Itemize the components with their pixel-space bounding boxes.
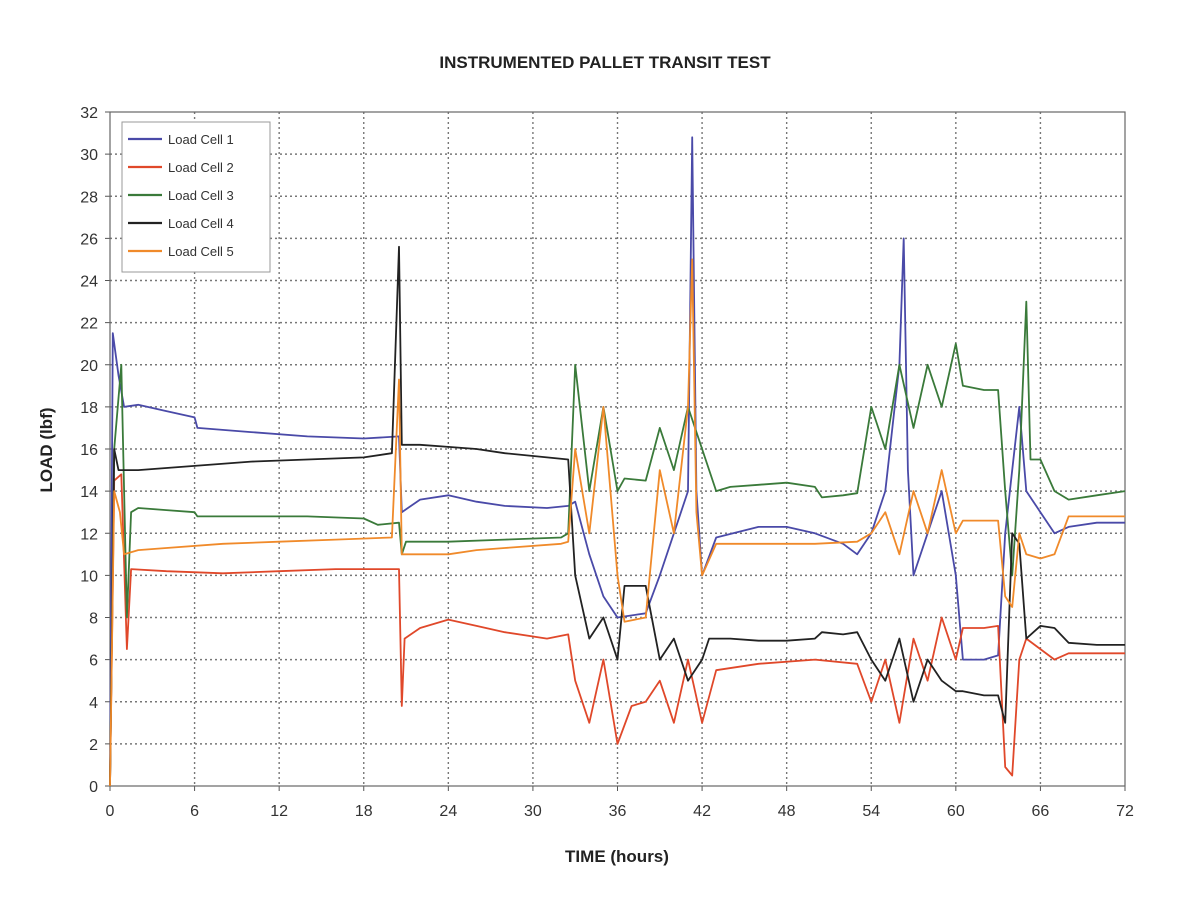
y-tick-label: 16 — [80, 442, 98, 459]
plot-area: 0 6 12 18 24 30 36 42 48 54 60 66 720246810121416182… — [80, 105, 1134, 820]
x-tick-label: 36 — [609, 803, 627, 820]
y-tick-label: 4 — [89, 695, 98, 712]
x-tick-label: 66 — [1032, 803, 1050, 820]
y-axis-label: LOAD (lbf) — [37, 408, 56, 493]
x-tick-label: 18 — [355, 803, 373, 820]
x-tick-label: 0 — [106, 803, 115, 820]
series-line — [109, 245, 1125, 787]
y-tick-label: 10 — [80, 568, 98, 585]
x-tick-label: 12 — [270, 803, 288, 820]
y-tick-label: 20 — [80, 358, 98, 375]
x-tick-label: 48 — [778, 803, 796, 820]
y-tick-label: 24 — [80, 274, 98, 291]
y-tick-label: 22 — [80, 316, 98, 333]
x-tick-label: 30 — [524, 803, 542, 820]
y-tick-label: 18 — [80, 400, 98, 417]
legend-entry: Load Cell 4 — [168, 216, 234, 231]
y-tick-label: 26 — [80, 231, 98, 248]
legend-entry: Load Cell 5 — [168, 244, 234, 259]
series-line — [109, 473, 1125, 787]
chart-title: INSTRUMENTED PALLET TRANSIT TEST — [439, 53, 771, 72]
plot-frame — [109, 111, 1126, 787]
legend-entry: Load Cell 3 — [168, 188, 234, 203]
x-tick-label: 60 — [947, 803, 965, 820]
x-tick-label: 54 — [862, 803, 880, 820]
x-tick-label: 42 — [693, 803, 711, 820]
x-tick-label: 72 — [1116, 803, 1134, 820]
y-tick-label: 14 — [80, 484, 98, 501]
legend-box — [121, 121, 271, 273]
x-tick-label: 24 — [439, 803, 457, 820]
y-tick-label: 2 — [89, 737, 98, 754]
y-tick-label: 6 — [89, 653, 98, 670]
y-tick-label: 32 — [80, 105, 98, 122]
x-tick-label: 6 — [190, 803, 199, 820]
series-line — [109, 258, 1125, 787]
legend-entry: Load Cell 1 — [168, 132, 234, 147]
y-tick-label: 12 — [80, 526, 98, 543]
legend-entry: Load Cell 2 — [168, 160, 234, 175]
y-tick-label: 0 — [89, 779, 98, 796]
y-tick-label: 30 — [80, 147, 98, 164]
x-axis-label: TIME (hours) — [565, 847, 669, 866]
y-tick-label: 28 — [80, 189, 98, 206]
y-tick-label: 8 — [89, 611, 98, 628]
